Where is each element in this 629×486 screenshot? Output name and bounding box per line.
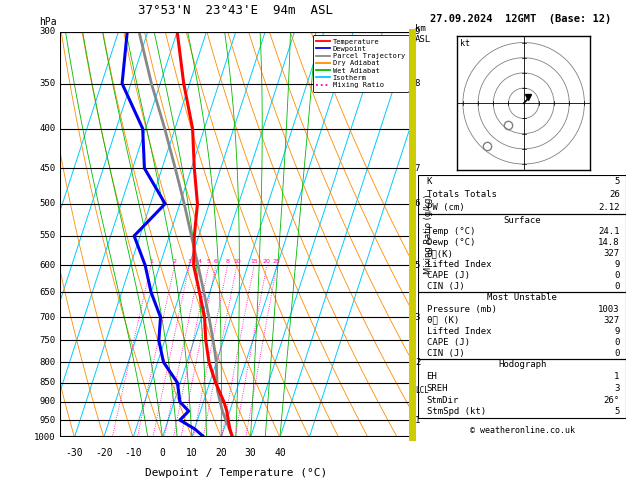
Text: -10: -10 — [125, 448, 142, 457]
Text: 15: 15 — [250, 259, 258, 264]
Text: 37°53'N  23°43'E  94m  ASL: 37°53'N 23°43'E 94m ASL — [138, 4, 333, 17]
Text: SREH: SREH — [426, 384, 448, 393]
Bar — [418, 359, 626, 418]
Text: K: K — [426, 177, 432, 186]
Text: Temp (°C): Temp (°C) — [426, 226, 475, 236]
Text: 10: 10 — [233, 259, 241, 264]
Text: 4: 4 — [198, 259, 202, 264]
Text: 1: 1 — [149, 259, 153, 264]
Text: CAPE (J): CAPE (J) — [426, 271, 470, 280]
Text: 2: 2 — [172, 259, 177, 264]
Text: 950: 950 — [39, 416, 55, 425]
Text: 3: 3 — [615, 384, 620, 393]
Text: 5: 5 — [207, 259, 211, 264]
Text: 26: 26 — [609, 190, 620, 199]
Text: -30: -30 — [65, 448, 83, 457]
Text: 20: 20 — [215, 448, 227, 457]
Text: 2.12: 2.12 — [598, 204, 620, 212]
Text: hPa: hPa — [39, 17, 57, 27]
Text: -20: -20 — [95, 448, 113, 457]
Text: LCL: LCL — [415, 386, 429, 395]
Text: 14.8: 14.8 — [598, 238, 620, 247]
Text: Mixing Ratio (g/kg): Mixing Ratio (g/kg) — [425, 195, 433, 274]
Text: 25: 25 — [273, 259, 281, 264]
Text: Hodograph: Hodograph — [498, 361, 546, 369]
Bar — [418, 175, 626, 214]
Text: 550: 550 — [39, 231, 55, 241]
Text: Dewp (°C): Dewp (°C) — [426, 238, 475, 247]
Bar — [418, 214, 626, 293]
Text: © weatheronline.co.uk: © weatheronline.co.uk — [470, 426, 574, 435]
Text: Totals Totals: Totals Totals — [426, 190, 496, 199]
Text: 1: 1 — [415, 416, 420, 425]
Text: CIN (J): CIN (J) — [426, 349, 464, 358]
Bar — [418, 293, 626, 359]
Text: 1003: 1003 — [598, 305, 620, 313]
Text: 0: 0 — [615, 282, 620, 291]
Text: 26°: 26° — [603, 396, 620, 405]
Text: 27.09.2024  12GMT  (Base: 12): 27.09.2024 12GMT (Base: 12) — [430, 14, 611, 24]
Text: 7: 7 — [415, 164, 420, 173]
Text: km
ASL: km ASL — [415, 24, 431, 44]
Text: 40: 40 — [274, 448, 286, 457]
Text: 5: 5 — [415, 260, 420, 270]
Text: kt: kt — [460, 39, 470, 49]
Text: 450: 450 — [39, 164, 55, 173]
Text: EH: EH — [426, 372, 437, 381]
Legend: Temperature, Dewpoint, Parcel Trajectory, Dry Adiabat, Wet Adiabat, Isotherm, Mi: Temperature, Dewpoint, Parcel Trajectory… — [313, 35, 408, 91]
Text: 3: 3 — [415, 312, 420, 322]
Text: 8: 8 — [415, 79, 420, 88]
Text: Lifted Index: Lifted Index — [426, 260, 491, 269]
Text: StmSpd (kt): StmSpd (kt) — [426, 407, 486, 417]
Text: θᴇ (K): θᴇ (K) — [426, 316, 459, 325]
Text: 24.1: 24.1 — [598, 226, 620, 236]
Text: 10: 10 — [186, 448, 198, 457]
Text: 600: 600 — [39, 260, 55, 270]
Text: 400: 400 — [39, 124, 55, 133]
Text: Lifted Index: Lifted Index — [426, 327, 491, 336]
Text: Most Unstable: Most Unstable — [487, 294, 557, 302]
Text: 30: 30 — [245, 448, 257, 457]
Text: 500: 500 — [39, 199, 55, 208]
Text: 9: 9 — [615, 327, 620, 336]
Text: 1: 1 — [615, 372, 620, 381]
Text: 2: 2 — [415, 358, 420, 367]
Text: 6: 6 — [214, 259, 218, 264]
Text: 5: 5 — [615, 177, 620, 186]
Text: 9: 9 — [415, 27, 420, 36]
Text: 750: 750 — [39, 336, 55, 345]
Text: 6: 6 — [415, 199, 420, 208]
Text: Surface: Surface — [503, 216, 541, 225]
Text: 350: 350 — [39, 79, 55, 88]
Text: CIN (J): CIN (J) — [426, 282, 464, 291]
Text: 327: 327 — [603, 249, 620, 258]
Text: 0: 0 — [615, 271, 620, 280]
Text: 1000: 1000 — [34, 433, 55, 442]
Text: 0: 0 — [615, 338, 620, 347]
Text: 5: 5 — [615, 407, 620, 417]
Text: StmDir: StmDir — [426, 396, 459, 405]
Text: PW (cm): PW (cm) — [426, 204, 464, 212]
Text: 850: 850 — [39, 378, 55, 387]
Text: 650: 650 — [39, 288, 55, 296]
Text: 3: 3 — [187, 259, 191, 264]
Text: 700: 700 — [39, 312, 55, 322]
Text: 327: 327 — [603, 316, 620, 325]
Text: CAPE (J): CAPE (J) — [426, 338, 470, 347]
Text: 20: 20 — [263, 259, 270, 264]
Text: 800: 800 — [39, 358, 55, 367]
Text: 900: 900 — [39, 398, 55, 406]
Text: 9: 9 — [615, 260, 620, 269]
Text: 0: 0 — [615, 349, 620, 358]
Text: Dewpoint / Temperature (°C): Dewpoint / Temperature (°C) — [145, 468, 327, 478]
Text: 300: 300 — [39, 27, 55, 36]
Text: 0: 0 — [160, 448, 165, 457]
Text: Pressure (mb): Pressure (mb) — [426, 305, 496, 313]
Text: 8: 8 — [226, 259, 230, 264]
Text: θᴇ(K): θᴇ(K) — [426, 249, 454, 258]
